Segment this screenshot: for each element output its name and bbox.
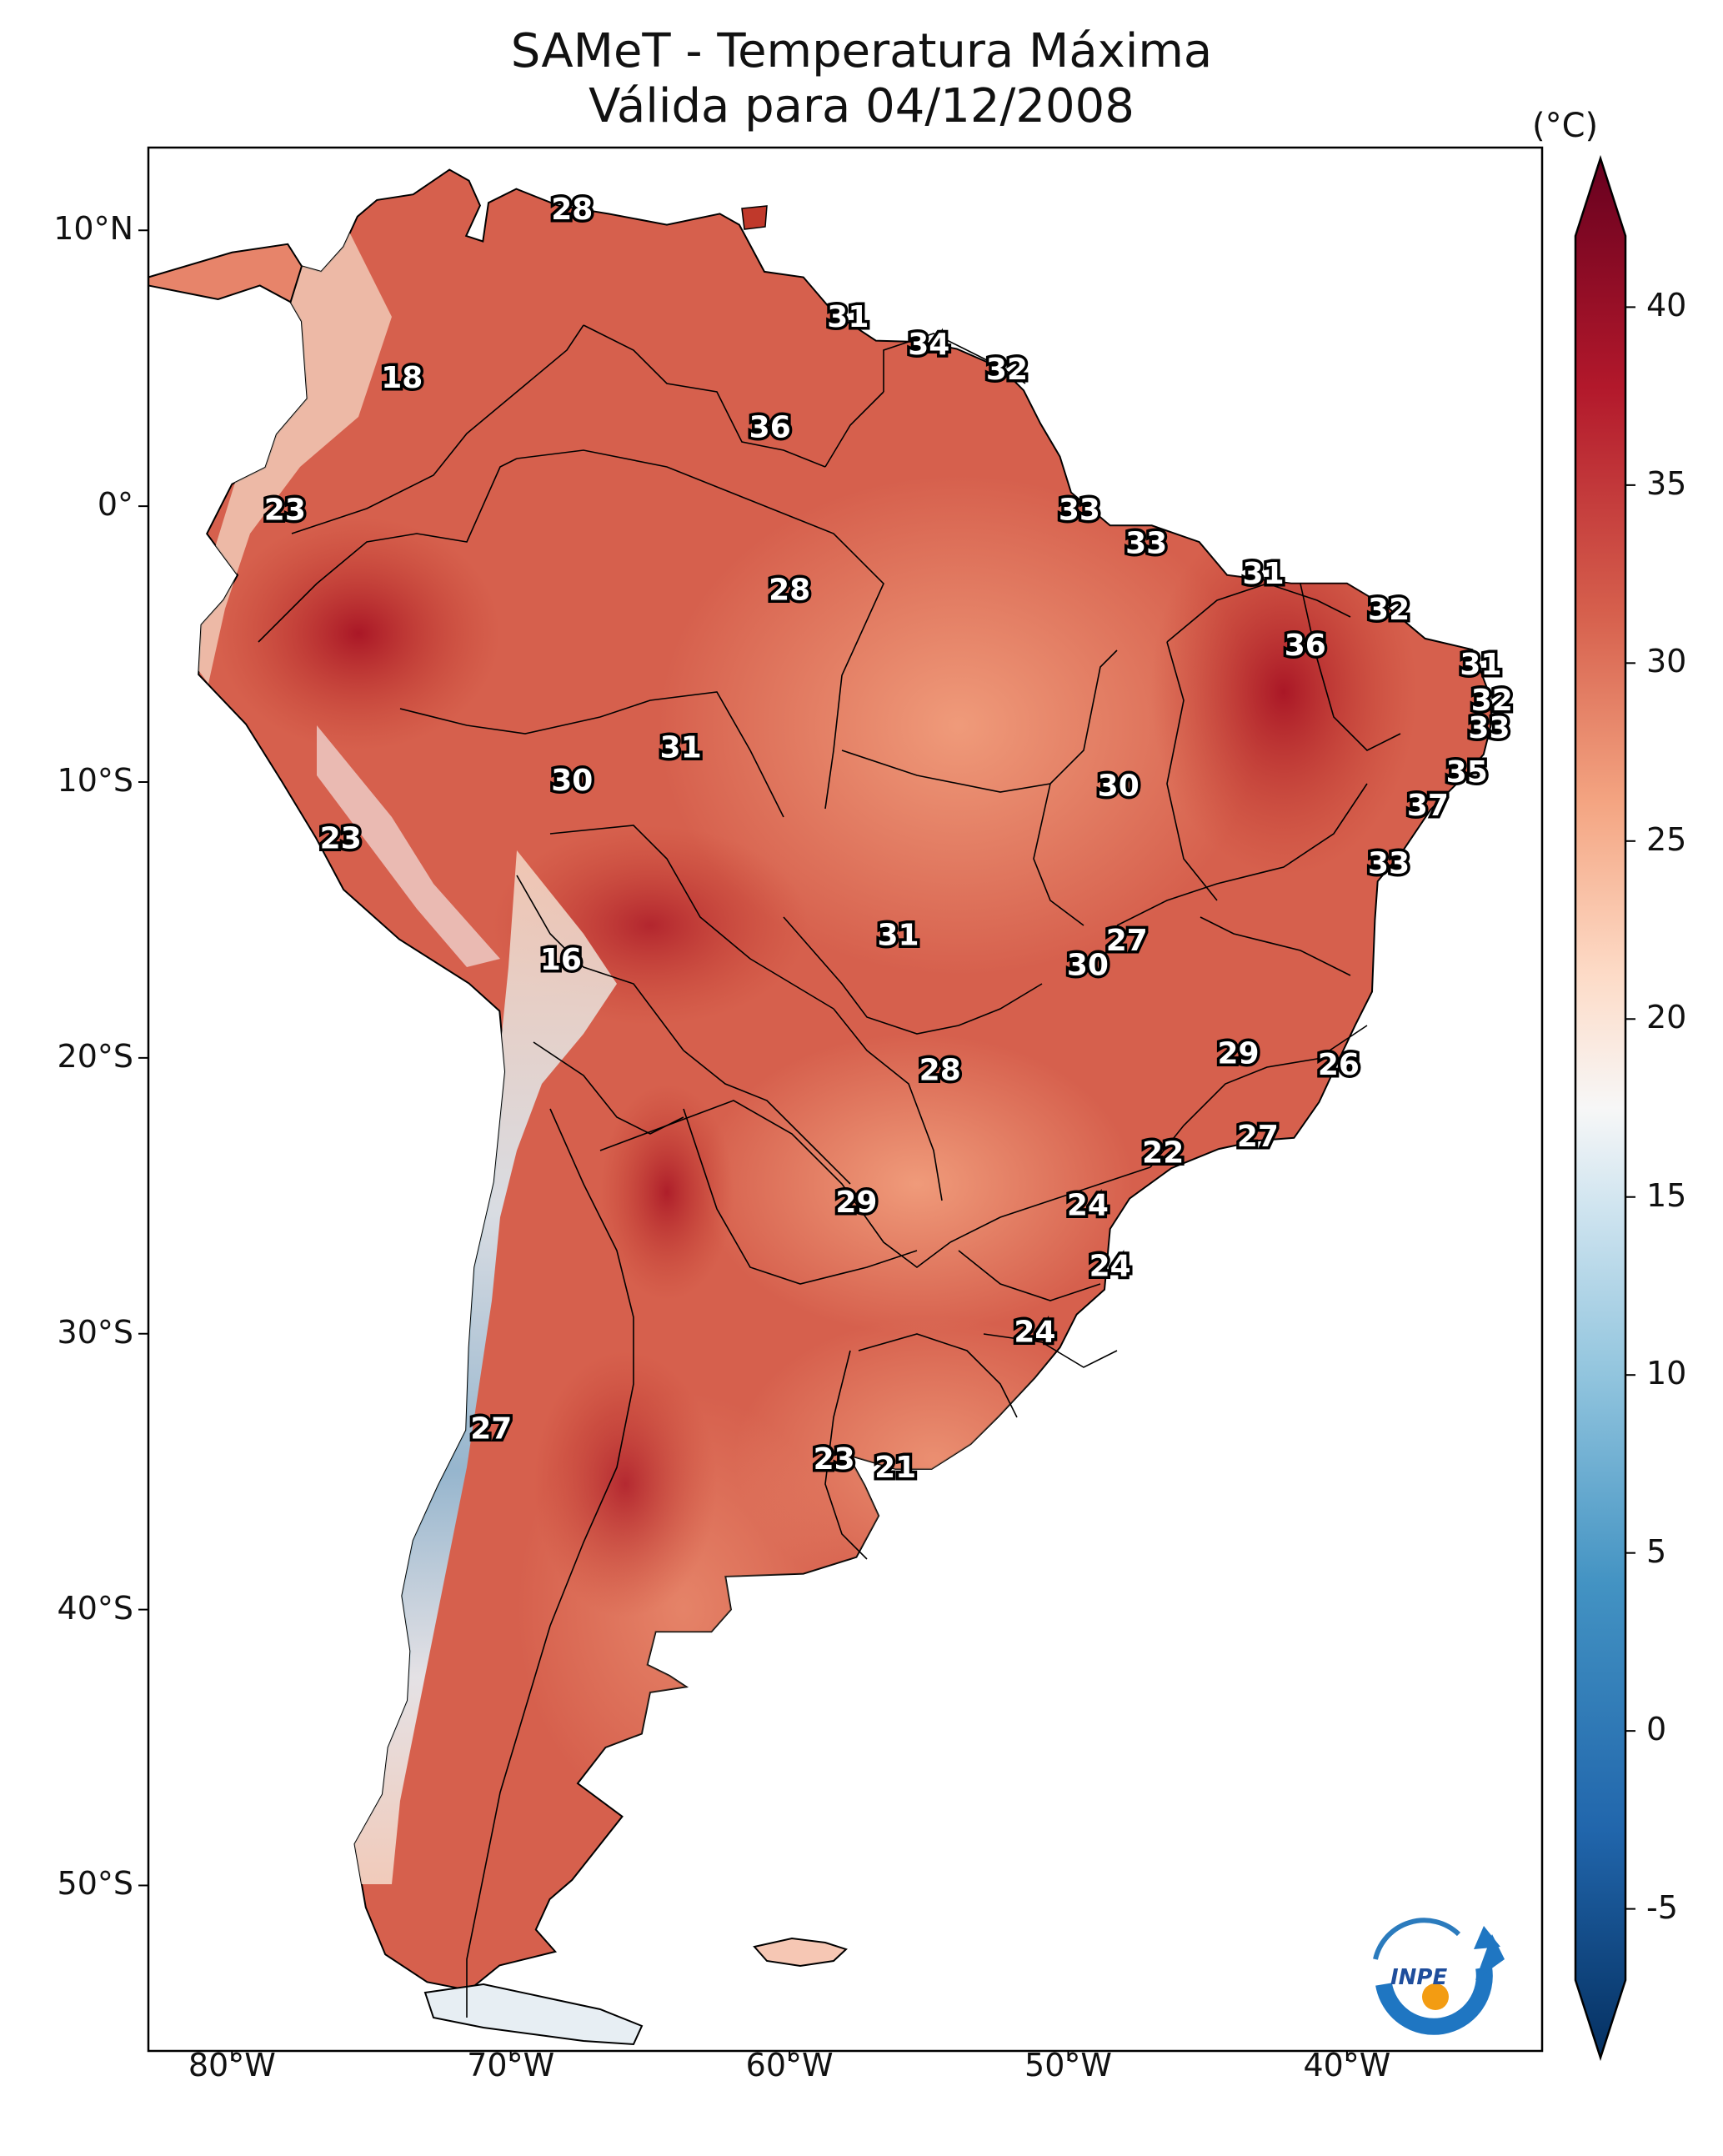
station-temperature-label: 28 bbox=[919, 1053, 961, 1087]
station-temperature-label: 36 bbox=[1285, 629, 1326, 663]
colorbar-bar bbox=[1574, 154, 1627, 2062]
colorbar-tick-label: 5 bbox=[1646, 1532, 1667, 1570]
station-temperature-label: 30 bbox=[1067, 949, 1109, 983]
station-temperature-label: 24 bbox=[1014, 1316, 1055, 1350]
station-temperature-label: 27 bbox=[470, 1412, 512, 1447]
map-title: SAMeT - Temperatura Máxima bbox=[510, 24, 1213, 78]
lon-label: 70°W bbox=[467, 2047, 555, 2083]
lat-label: 10°N bbox=[53, 210, 133, 248]
lon-label: 60°W bbox=[745, 2047, 834, 2083]
country-borders bbox=[258, 324, 1401, 2018]
station-temperature-label: 31 bbox=[660, 730, 702, 765]
station-temperature-label: 29 bbox=[1217, 1037, 1259, 1071]
lat-label: 40°S bbox=[57, 1589, 133, 1627]
station-temperature-label: 33 bbox=[1125, 526, 1167, 560]
map-subtitle: Válida para 04/12/2008 bbox=[589, 79, 1134, 133]
station-temperature-label: 21 bbox=[874, 1451, 916, 1485]
axis-ticks bbox=[138, 229, 1348, 2061]
lat-label: 0° bbox=[97, 486, 133, 524]
colorbar-tick-label: 10 bbox=[1646, 1355, 1687, 1392]
lat-label: 20°S bbox=[57, 1037, 133, 1075]
station-temperature-label: 31 bbox=[827, 300, 869, 334]
tierra-del-fuego bbox=[423, 1983, 644, 2046]
station-temperature-label: 34 bbox=[908, 328, 949, 362]
colorbar-tick-label: 25 bbox=[1646, 820, 1687, 858]
station-temperature-label: 22 bbox=[1142, 1136, 1184, 1171]
lon-label: 40°W bbox=[1303, 2047, 1391, 2083]
station-temperature-label: 23 bbox=[264, 494, 306, 528]
station-temperature-label: 24 bbox=[1067, 1189, 1109, 1223]
station-temperature-label: 26 bbox=[1318, 1048, 1360, 1082]
inpe-logo: INPE bbox=[1373, 1918, 1505, 2035]
station-temperature-label: 31 bbox=[877, 918, 919, 952]
colorbar-unit: (°C) bbox=[1532, 107, 1599, 145]
colorbar-tick-label: 20 bbox=[1646, 999, 1687, 1036]
lon-label: 80°W bbox=[188, 2047, 276, 2083]
station-temperature-label: 33 bbox=[1059, 494, 1100, 528]
station-temperature-label: 28 bbox=[551, 193, 593, 227]
station-temperature-label: 16 bbox=[540, 943, 582, 977]
station-temperature-label: 23 bbox=[814, 1442, 855, 1477]
lon-label: 50°W bbox=[1024, 2047, 1112, 2083]
station-temperature-label: 18 bbox=[381, 361, 423, 395]
station-temperature-label: 23 bbox=[320, 821, 362, 855]
lat-label: 30°S bbox=[57, 1313, 133, 1351]
station-temperature-label: 33 bbox=[1368, 846, 1410, 880]
colorbar-tick-label: -5 bbox=[1646, 1888, 1678, 1926]
station-temperature-label: 32 bbox=[1471, 684, 1513, 718]
colorbar-tick-label: 15 bbox=[1646, 1176, 1687, 1214]
station-temperature-label: 27 bbox=[1106, 924, 1148, 958]
inpe-logo-text: INPE bbox=[1390, 1965, 1447, 1990]
station-temperature-label: 31 bbox=[1460, 648, 1501, 682]
station-temperature-label: 28 bbox=[769, 574, 810, 608]
map-frame bbox=[147, 146, 1544, 2053]
station-temperature-label: 29 bbox=[835, 1186, 877, 1220]
continent-layer bbox=[148, 168, 1493, 2046]
station-temperature-label: 36 bbox=[749, 410, 791, 444]
station-temperature-label: 31 bbox=[1243, 557, 1285, 591]
colorbar-tick-label: 0 bbox=[1646, 1711, 1667, 1748]
falkland-islands bbox=[753, 1937, 848, 1968]
lat-label: 50°S bbox=[57, 1865, 133, 1903]
station-temperature-label: 37 bbox=[1407, 789, 1449, 823]
station-temperature-label: 33 bbox=[1468, 711, 1510, 745]
station-temperature-label: 35 bbox=[1446, 755, 1488, 790]
panama-landmass bbox=[148, 243, 303, 303]
station-temperature-label: 27 bbox=[1237, 1120, 1279, 1154]
lat-label: 10°S bbox=[57, 762, 133, 799]
station-temperature-label: 30 bbox=[1098, 770, 1139, 804]
trinidad-island bbox=[741, 205, 768, 230]
colorbar-tick-label: 40 bbox=[1646, 287, 1687, 324]
station-temperature-label: 32 bbox=[1368, 593, 1410, 627]
station-temperature-label: 32 bbox=[986, 353, 1028, 387]
colorbar-ticks bbox=[1625, 306, 1635, 1910]
colorbar-tick-label: 30 bbox=[1646, 643, 1687, 680]
colorbar-tick-label: 35 bbox=[1646, 464, 1687, 502]
colorbar bbox=[1574, 154, 1635, 2062]
station-temperature-label: 30 bbox=[551, 764, 593, 798]
station-temperature-label: 24 bbox=[1089, 1249, 1131, 1283]
